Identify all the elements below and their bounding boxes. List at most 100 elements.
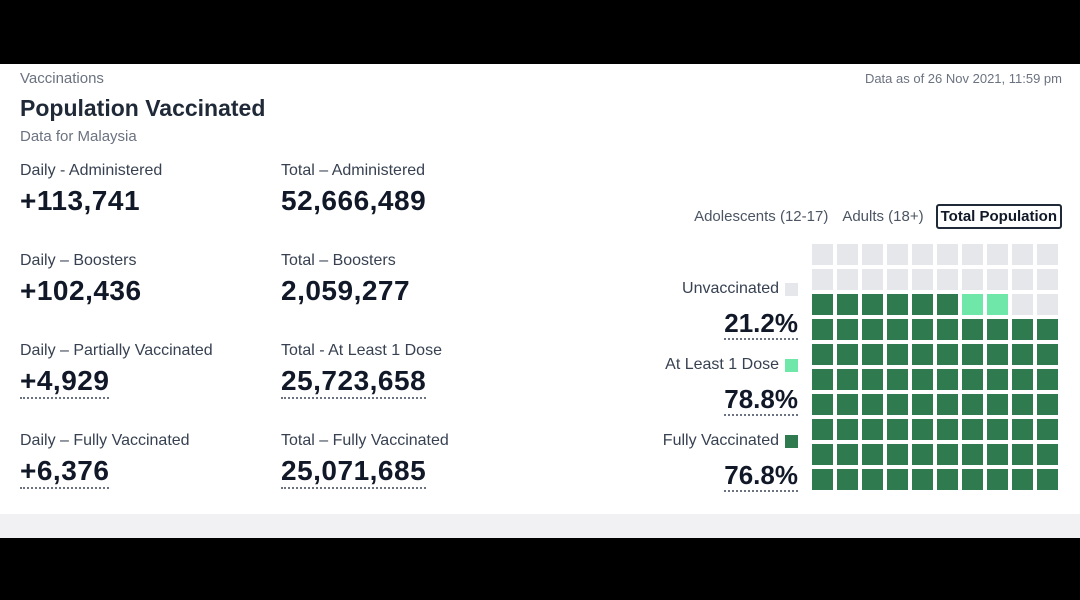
daily-administered-stat: Daily - Administered +113,741 bbox=[20, 162, 162, 217]
waffle-cell-fully bbox=[812, 419, 833, 440]
pct-fully-vaccinated[interactable]: 76.8% bbox=[724, 460, 798, 492]
waffle-cell-fully bbox=[1012, 469, 1033, 490]
total-fully-stat: Total – Fully Vaccinated 25,071,685 bbox=[281, 432, 449, 489]
data-as-of: Data as of 26 Nov 2021, 11:59 pm bbox=[864, 71, 1062, 86]
waffle-cell-fully bbox=[987, 444, 1008, 465]
waffle-cell-fully bbox=[1037, 344, 1058, 365]
panel-footer-strip bbox=[0, 514, 1080, 538]
waffle-cell-unvaccinated bbox=[937, 269, 958, 290]
stat-value-tooltip[interactable]: +4,929 bbox=[20, 365, 110, 399]
waffle-cell-fully bbox=[912, 344, 933, 365]
waffle-cell-unvaccinated bbox=[962, 244, 983, 265]
waffle-cell-fully bbox=[962, 444, 983, 465]
total-boosters-stat: Total – Boosters 2,059,277 bbox=[281, 252, 410, 307]
total-administered-stat: Total – Administered 52,666,489 bbox=[281, 162, 426, 217]
legend-fully-vaccinated: Fully Vaccinated bbox=[663, 432, 798, 450]
waffle-cell-unvaccinated bbox=[912, 269, 933, 290]
waffle-cell-fully bbox=[837, 319, 858, 340]
section-label: Vaccinations bbox=[20, 70, 104, 87]
waffle-cell-unvaccinated bbox=[987, 244, 1008, 265]
waffle-cell-fully bbox=[837, 294, 858, 315]
tab-adolescents[interactable]: Adolescents (12-17) bbox=[694, 208, 829, 225]
stat-value: +113,741 bbox=[20, 185, 141, 216]
waffle-cell-fully bbox=[862, 319, 883, 340]
waffle-cell-unvaccinated bbox=[862, 244, 883, 265]
waffle-cell-fully bbox=[912, 469, 933, 490]
waffle-cell-fully bbox=[887, 419, 908, 440]
tab-adults[interactable]: Adults (18+) bbox=[842, 208, 924, 225]
waffle-cell-fully bbox=[887, 469, 908, 490]
waffle-cell-unvaccinated bbox=[887, 244, 908, 265]
waffle-cell-fully bbox=[962, 319, 983, 340]
waffle-cell-fully bbox=[962, 369, 983, 390]
legend-unvaccinated: Unvaccinated bbox=[682, 280, 798, 298]
total-at-least-one-stat: Total - At Least 1 Dose 25,723,658 bbox=[281, 342, 442, 399]
waffle-cell-fully bbox=[912, 319, 933, 340]
daily-partially-stat: Daily – Partially Vaccinated +4,929 bbox=[20, 342, 213, 399]
waffle-cell-fully bbox=[962, 394, 983, 415]
waffle-cell-fully bbox=[1037, 394, 1058, 415]
stat-label: Daily - Administered bbox=[20, 162, 163, 179]
population-tabs: Adolescents (12-17) Adults (18+) Total P… bbox=[692, 204, 1062, 229]
waffle-cell-fully bbox=[962, 419, 983, 440]
waffle-cell-fully bbox=[1012, 394, 1033, 415]
waffle-cell-fully bbox=[812, 394, 833, 415]
legend-label: Unvaccinated bbox=[682, 280, 779, 297]
waffle-cell-fully bbox=[812, 319, 833, 340]
stat-label: Daily – Fully Vaccinated bbox=[20, 432, 190, 449]
waffle-cell-fully bbox=[912, 369, 933, 390]
waffle-cell-unvaccinated bbox=[1037, 294, 1058, 315]
waffle-cell-fully bbox=[937, 369, 958, 390]
waffle-cell-fully bbox=[1012, 319, 1033, 340]
stat-value-tooltip[interactable]: 25,071,685 bbox=[281, 455, 427, 489]
stat-value-tooltip[interactable]: +6,376 bbox=[20, 455, 110, 489]
waffle-cell-unvaccinated bbox=[1037, 244, 1058, 265]
waffle-cell-unvaccinated bbox=[837, 269, 858, 290]
waffle-cell-fully bbox=[812, 344, 833, 365]
waffle-cell-unvaccinated bbox=[887, 269, 908, 290]
waffle-cell-fully bbox=[862, 469, 883, 490]
waffle-cell-fully bbox=[1012, 344, 1033, 365]
waffle-chart bbox=[812, 244, 1058, 490]
waffle-cell-fully bbox=[1012, 419, 1033, 440]
daily-boosters-stat: Daily – Boosters +102,436 bbox=[20, 252, 142, 307]
waffle-cell-fully bbox=[1037, 419, 1058, 440]
stat-value: +102,436 bbox=[20, 275, 142, 306]
waffle-cell-fully bbox=[887, 294, 908, 315]
waffle-cell-unvaccinated bbox=[962, 269, 983, 290]
waffle-cell-fully bbox=[1012, 369, 1033, 390]
waffle-cell-fully bbox=[937, 394, 958, 415]
waffle-cell-unvaccinated bbox=[937, 244, 958, 265]
waffle-cell-unvaccinated bbox=[1037, 269, 1058, 290]
stat-label: Daily – Partially Vaccinated bbox=[20, 342, 213, 359]
waffle-cell-fully bbox=[862, 344, 883, 365]
pct-unvaccinated[interactable]: 21.2% bbox=[724, 308, 798, 340]
waffle-cell-fully bbox=[1037, 369, 1058, 390]
stat-label: Total – Boosters bbox=[281, 252, 396, 269]
waffle-cell-fully bbox=[937, 469, 958, 490]
waffle-cell-unvaccinated bbox=[862, 269, 883, 290]
waffle-cell-fully bbox=[937, 294, 958, 315]
waffle-cell-fully bbox=[1012, 444, 1033, 465]
pct-at-least-one-dose[interactable]: 78.8% bbox=[724, 384, 798, 416]
daily-fully-stat: Daily – Fully Vaccinated +6,376 bbox=[20, 432, 190, 489]
stat-value: 52,666,489 bbox=[281, 185, 427, 216]
stat-value-tooltip[interactable]: 25,723,658 bbox=[281, 365, 427, 399]
tab-total-population[interactable]: Total Population bbox=[935, 204, 1062, 229]
waffle-cell-fully bbox=[837, 469, 858, 490]
vaccination-panel: Vaccinations Data as of 26 Nov 2021, 11:… bbox=[0, 64, 1080, 538]
legend-label: At Least 1 Dose bbox=[665, 356, 779, 373]
waffle-cell-fully bbox=[837, 444, 858, 465]
waffle-cell-fully bbox=[837, 344, 858, 365]
waffle-cell-unvaccinated bbox=[812, 244, 833, 265]
waffle-cell-fully bbox=[912, 419, 933, 440]
waffle-cell-fully bbox=[837, 419, 858, 440]
page-title: Population Vaccinated bbox=[20, 95, 266, 121]
waffle-cell-fully bbox=[912, 444, 933, 465]
waffle-cell-fully bbox=[812, 469, 833, 490]
waffle-cell-fully bbox=[837, 369, 858, 390]
waffle-cell-fully bbox=[812, 444, 833, 465]
waffle-cell-fully bbox=[862, 369, 883, 390]
stat-value: 2,059,277 bbox=[281, 275, 411, 306]
waffle-cell-unvaccinated bbox=[987, 269, 1008, 290]
